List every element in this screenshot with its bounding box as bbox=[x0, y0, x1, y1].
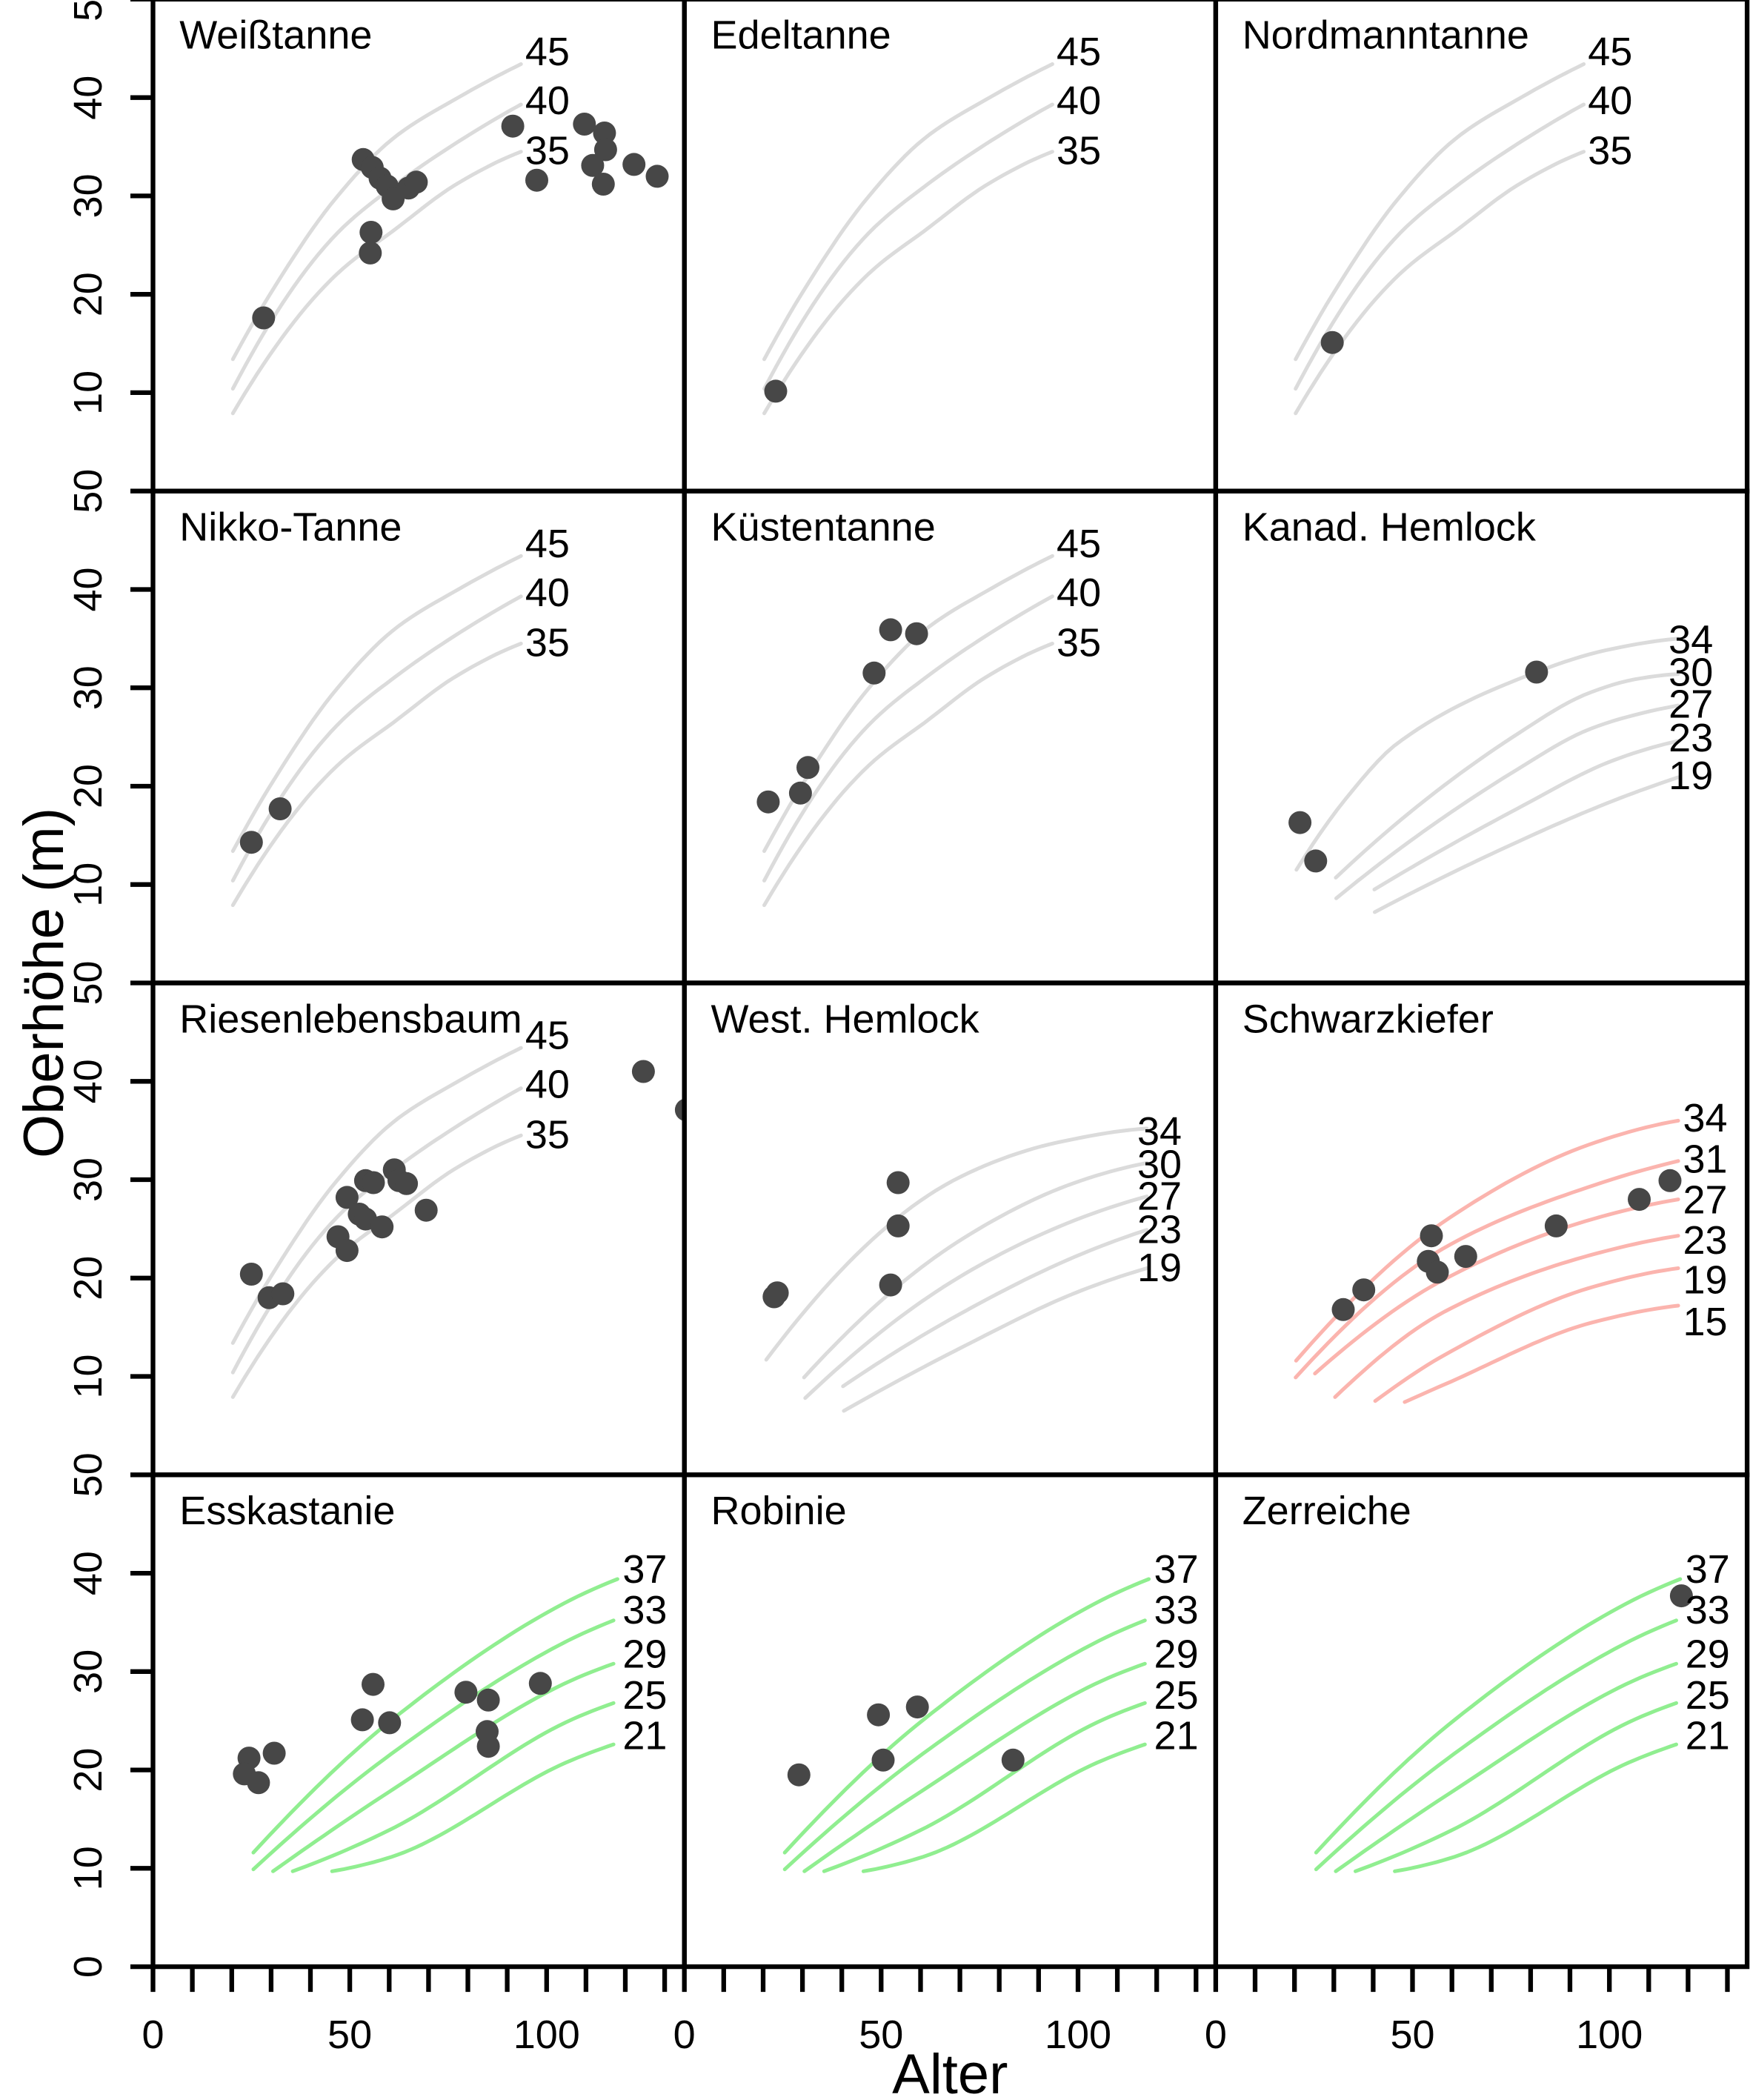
svg-text:40: 40 bbox=[1588, 79, 1632, 123]
svg-text:50: 50 bbox=[66, 469, 110, 514]
svg-text:Esskastanie: Esskastanie bbox=[179, 1489, 395, 1533]
svg-text:19: 19 bbox=[1137, 1246, 1182, 1290]
svg-text:Küstentanne: Küstentanne bbox=[711, 505, 936, 550]
svg-text:30: 30 bbox=[1137, 1143, 1182, 1187]
svg-text:27: 27 bbox=[1683, 1178, 1727, 1223]
svg-text:34: 34 bbox=[1683, 1096, 1727, 1140]
svg-text:37: 37 bbox=[1154, 1547, 1199, 1592]
svg-text:34: 34 bbox=[1137, 1109, 1182, 1154]
svg-text:34: 34 bbox=[1669, 617, 1713, 662]
svg-text:Alter: Alter bbox=[892, 2043, 1008, 2100]
svg-text:50: 50 bbox=[1390, 2013, 1434, 2057]
svg-text:37: 37 bbox=[1686, 1547, 1730, 1592]
svg-text:30: 30 bbox=[66, 1157, 110, 1202]
svg-text:40: 40 bbox=[525, 79, 570, 123]
svg-text:30: 30 bbox=[66, 1649, 110, 1694]
svg-text:Schwarzkiefer: Schwarzkiefer bbox=[1242, 997, 1494, 1041]
svg-text:0: 0 bbox=[673, 2013, 696, 2057]
svg-text:Edeltanne: Edeltanne bbox=[711, 13, 891, 58]
svg-text:40: 40 bbox=[525, 1063, 570, 1107]
svg-text:35: 35 bbox=[525, 621, 570, 665]
svg-text:100: 100 bbox=[513, 2013, 580, 2057]
svg-text:45: 45 bbox=[525, 522, 570, 566]
svg-text:35: 35 bbox=[1057, 621, 1101, 665]
svg-text:10: 10 bbox=[66, 863, 110, 907]
svg-text:Kanad. Hemlock: Kanad. Hemlock bbox=[1242, 505, 1537, 550]
svg-text:37: 37 bbox=[622, 1547, 667, 1592]
svg-text:45: 45 bbox=[1057, 30, 1101, 74]
svg-text:Nordmanntanne: Nordmanntanne bbox=[1242, 13, 1529, 58]
svg-text:30: 30 bbox=[66, 173, 110, 218]
svg-text:29: 29 bbox=[1686, 1632, 1730, 1677]
svg-text:21: 21 bbox=[1686, 1714, 1730, 1758]
svg-text:21: 21 bbox=[1154, 1714, 1199, 1758]
svg-text:10: 10 bbox=[66, 371, 110, 415]
svg-text:West. Hemlock: West. Hemlock bbox=[711, 997, 980, 1041]
svg-text:0: 0 bbox=[1205, 2013, 1227, 2057]
svg-text:25: 25 bbox=[1154, 1673, 1199, 1718]
svg-text:25: 25 bbox=[1686, 1673, 1730, 1718]
svg-text:Robinie: Robinie bbox=[711, 1489, 847, 1533]
svg-text:27: 27 bbox=[1137, 1174, 1182, 1219]
svg-text:50: 50 bbox=[327, 2013, 372, 2057]
svg-text:100: 100 bbox=[1045, 2013, 1111, 2057]
svg-text:50: 50 bbox=[66, 1452, 110, 1497]
svg-text:21: 21 bbox=[622, 1714, 667, 1758]
svg-text:35: 35 bbox=[1588, 129, 1632, 173]
svg-text:40: 40 bbox=[66, 1551, 110, 1595]
svg-text:Nikko-Tanne: Nikko-Tanne bbox=[179, 505, 402, 550]
svg-text:40: 40 bbox=[525, 571, 570, 615]
svg-text:40: 40 bbox=[1057, 79, 1101, 123]
svg-text:45: 45 bbox=[525, 30, 570, 74]
svg-text:30: 30 bbox=[66, 665, 110, 710]
svg-text:23: 23 bbox=[1683, 1218, 1727, 1263]
svg-text:33: 33 bbox=[1154, 1588, 1199, 1632]
svg-text:23: 23 bbox=[1669, 716, 1713, 760]
svg-text:Weißtanne: Weißtanne bbox=[179, 13, 372, 58]
svg-text:50: 50 bbox=[66, 960, 110, 1005]
svg-text:35: 35 bbox=[525, 1112, 570, 1157]
svg-text:31: 31 bbox=[1683, 1137, 1727, 1182]
svg-text:20: 20 bbox=[66, 764, 110, 808]
svg-text:19: 19 bbox=[1669, 754, 1713, 798]
svg-text:33: 33 bbox=[622, 1588, 667, 1632]
svg-text:29: 29 bbox=[1154, 1632, 1199, 1677]
svg-text:27: 27 bbox=[1669, 682, 1713, 727]
svg-text:40: 40 bbox=[66, 1059, 110, 1103]
svg-text:20: 20 bbox=[66, 1748, 110, 1792]
svg-text:Oberhöhe (m): Oberhöhe (m) bbox=[13, 808, 76, 1158]
svg-text:20: 20 bbox=[66, 272, 110, 316]
svg-text:33: 33 bbox=[1686, 1588, 1730, 1632]
svg-text:19: 19 bbox=[1683, 1257, 1727, 1302]
svg-text:25: 25 bbox=[622, 1673, 667, 1718]
svg-text:20: 20 bbox=[66, 1256, 110, 1300]
svg-text:0: 0 bbox=[142, 2013, 164, 2057]
svg-text:10: 10 bbox=[66, 1846, 110, 1890]
svg-text:23: 23 bbox=[1137, 1208, 1182, 1252]
svg-text:15: 15 bbox=[1683, 1300, 1727, 1344]
svg-text:50: 50 bbox=[66, 0, 110, 21]
svg-text:30: 30 bbox=[1669, 651, 1713, 695]
svg-text:40: 40 bbox=[1057, 571, 1101, 615]
svg-text:45: 45 bbox=[1057, 522, 1101, 566]
svg-text:40: 40 bbox=[66, 76, 110, 120]
svg-text:35: 35 bbox=[525, 129, 570, 173]
svg-text:45: 45 bbox=[525, 1014, 570, 1058]
svg-text:35: 35 bbox=[1057, 129, 1101, 173]
svg-text:10: 10 bbox=[66, 1354, 110, 1398]
svg-text:50: 50 bbox=[859, 2013, 903, 2057]
svg-text:0: 0 bbox=[66, 1956, 110, 1978]
svg-text:40: 40 bbox=[66, 567, 110, 611]
svg-text:45: 45 bbox=[1588, 30, 1632, 74]
svg-text:29: 29 bbox=[622, 1632, 667, 1677]
svg-text:100: 100 bbox=[1576, 2013, 1643, 2057]
svg-text:Zerreiche: Zerreiche bbox=[1242, 1489, 1411, 1533]
svg-text:Riesenlebensbaum: Riesenlebensbaum bbox=[179, 997, 522, 1041]
